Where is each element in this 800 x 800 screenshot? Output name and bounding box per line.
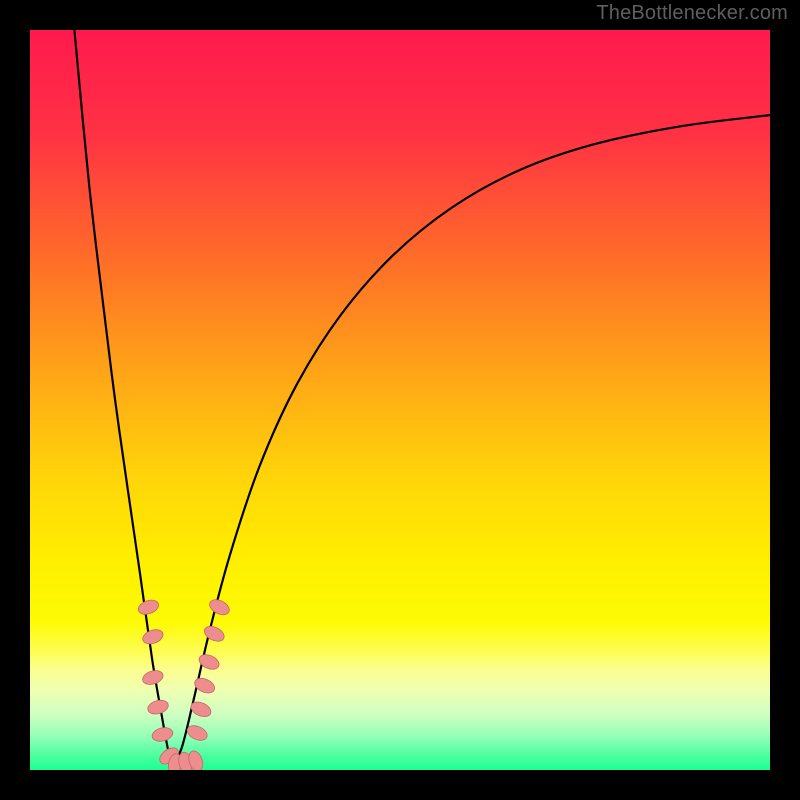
chart-stage: TheBottlenecker.com	[0, 0, 800, 800]
data-marker	[146, 698, 170, 716]
data-marker	[141, 668, 165, 687]
data-marker	[207, 597, 232, 618]
v-curve-layer	[0, 0, 800, 800]
data-marker	[185, 723, 209, 743]
data-marker	[202, 623, 227, 644]
watermark-label: TheBottlenecker.com	[596, 2, 788, 25]
data-marker	[151, 726, 175, 744]
data-marker	[141, 627, 165, 646]
data-marker	[136, 598, 160, 617]
